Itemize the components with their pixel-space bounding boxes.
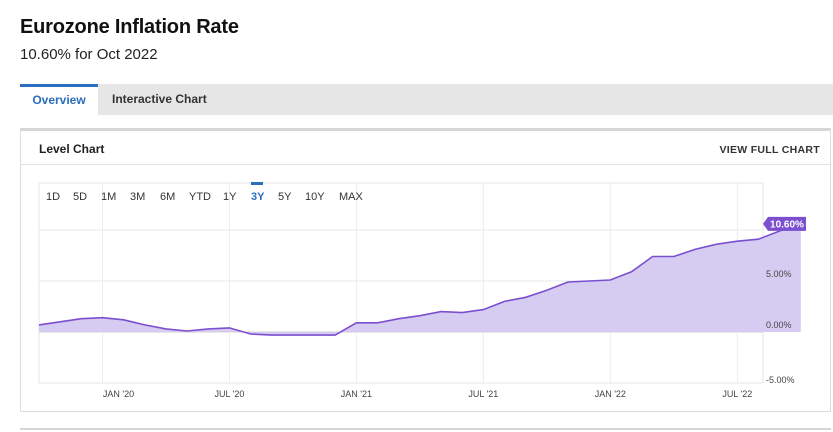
range-button-max[interactable]: MAX xyxy=(339,191,364,203)
x-axis-ticks: JAN '20 JUL '20 JAN '21 JUL '21 JAN '22 JUL '… xyxy=(103,389,752,399)
range-selector: 1D 5D 1M 3M 6M YTD 1Y 3Y 5Y 10Y MAX xyxy=(46,182,364,203)
page-title: Eurozone Inflation Rate xyxy=(20,16,239,38)
tab-interactive-chart[interactable]: Interactive Chart xyxy=(112,92,207,106)
range-button-5y[interactable]: 5Y xyxy=(278,191,292,203)
series-area-fill xyxy=(39,223,801,336)
range-button-10y[interactable]: 10Y xyxy=(305,191,325,203)
last-value-badge xyxy=(763,216,806,231)
x-tick-label: JAN '21 xyxy=(341,389,372,399)
y-tick-label: -5.00% xyxy=(766,375,795,385)
last-value-badge-group: 10.60% xyxy=(763,216,806,231)
tab-bar: Overview Interactive Chart xyxy=(20,84,833,115)
last-value-label: 10.60% xyxy=(770,219,804,230)
x-tick-label: JUL '22 xyxy=(722,389,752,399)
card-title: Level Chart xyxy=(39,142,105,156)
y-axis-ticks: 5.00% 0.00% -5.00% xyxy=(766,269,795,385)
tab-overview[interactable]: Overview xyxy=(20,84,98,115)
x-tick-label: JUL '20 xyxy=(214,389,244,399)
x-tick-label: JAN '22 xyxy=(595,389,626,399)
range-button-1m[interactable]: 1M xyxy=(101,191,116,203)
y-tick-label: 0.00% xyxy=(766,320,792,330)
x-tick-label: JAN '20 xyxy=(103,389,134,399)
range-button-6m[interactable]: 6M xyxy=(160,191,175,203)
x-tick-label: JUL '21 xyxy=(468,389,498,399)
y-tick-label: 5.00% xyxy=(766,269,792,279)
range-button-3m[interactable]: 3M xyxy=(130,191,145,203)
range-button-ytd[interactable]: YTD xyxy=(189,191,211,203)
series-line xyxy=(38,223,802,336)
range-active-indicator xyxy=(251,182,263,185)
view-full-chart-link[interactable]: VIEW FULL CHART xyxy=(719,144,820,156)
range-button-3y[interactable]: 3Y xyxy=(251,191,265,203)
bottom-divider xyxy=(20,428,831,430)
range-button-5d[interactable]: 5D xyxy=(73,191,87,203)
page-subtitle: 10.60% for Oct 2022 xyxy=(20,46,158,63)
range-button-1y[interactable]: 1Y xyxy=(223,191,237,203)
range-button-1d[interactable]: 1D xyxy=(46,191,60,203)
card-header: Level Chart VIEW FULL CHART xyxy=(21,131,830,165)
